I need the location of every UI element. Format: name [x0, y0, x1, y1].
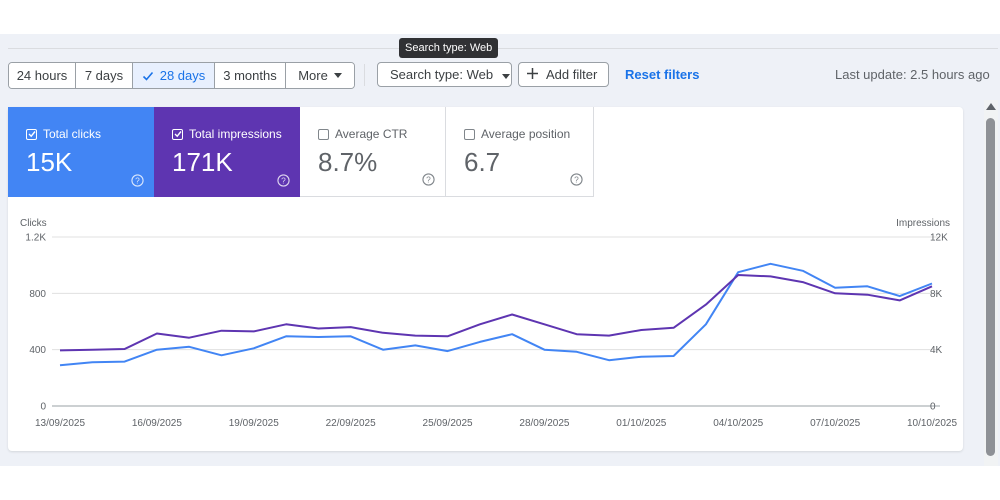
- y-axis-right-title: Impressions: [896, 218, 950, 229]
- metric-label: Total clicks: [43, 127, 102, 141]
- metric-total-clicks[interactable]: Total clicks 15K ?: [8, 107, 154, 197]
- help-icon[interactable]: ?: [131, 174, 144, 187]
- x-tick: 10/10/2025: [907, 418, 957, 429]
- x-tick: 13/09/2025: [35, 418, 85, 429]
- svg-text:?: ?: [281, 176, 286, 186]
- svg-text:?: ?: [426, 175, 431, 185]
- range-28-days-button[interactable]: 28 days: [133, 63, 215, 88]
- series-line-clicks: [59, 262, 933, 367]
- y-axis-left-title: Clicks: [20, 218, 47, 229]
- add-filter-button[interactable]: Add filter: [518, 62, 609, 87]
- y-tick-left: 0: [40, 402, 46, 413]
- metric-total-impressions[interactable]: Total impressions 171K ?: [154, 107, 300, 197]
- search-type-tooltip: Search type: Web: [399, 38, 499, 58]
- y-tick-right: 8K: [930, 289, 943, 300]
- range-more-button[interactable]: More: [286, 63, 354, 88]
- checkbox-unchecked-icon: [318, 128, 329, 140]
- y-tick-left: 800: [29, 289, 46, 300]
- help-icon[interactable]: ?: [570, 173, 583, 186]
- x-tick: 19/09/2025: [229, 418, 279, 429]
- range-7-days-button[interactable]: 7 days: [76, 63, 133, 88]
- range-label: 24 hours: [16, 68, 68, 83]
- last-update-text: Last update: 2.5 hours ago: [835, 67, 990, 82]
- toolbar-separator: [364, 64, 365, 86]
- x-tick: 16/09/2025: [132, 418, 182, 429]
- performance-chart: Clicks Impressions 0 0 400 4K 800 8K 1.2K 12K 13/0…: [20, 218, 957, 429]
- svg-text:?: ?: [135, 176, 140, 186]
- metric-value: 15K: [26, 147, 73, 177]
- metric-label: Average position: [481, 127, 571, 141]
- y-tick-right: 12K: [930, 233, 948, 244]
- metric-value: 171K: [172, 147, 233, 177]
- caret-down-icon: [333, 73, 342, 78]
- metric-value: 8.7%: [318, 147, 378, 177]
- checkbox-unchecked-icon: [464, 128, 475, 140]
- x-tick: 22/09/2025: [326, 418, 376, 429]
- metric-average-ctr[interactable]: Average CTR 8.7% ?: [300, 107, 446, 197]
- range-label: 3 months: [223, 68, 277, 83]
- checkbox-checked-icon: [172, 128, 183, 140]
- date-range-selector: 24 hours 7 days 28 days 3 months More: [8, 62, 355, 89]
- metric-label: Total impressions: [189, 127, 282, 141]
- y-tick-left: 400: [29, 345, 46, 356]
- range-label: More: [298, 68, 328, 83]
- range-label: 7 days: [84, 68, 124, 83]
- help-icon[interactable]: ?: [277, 174, 290, 187]
- x-tick: 25/09/2025: [423, 418, 473, 429]
- series-line-impressions: [59, 274, 933, 352]
- metric-value: 6.7: [464, 147, 501, 177]
- x-tick: 04/10/2025: [713, 418, 763, 429]
- search-type-dropdown[interactable]: Search type: Web: [377, 62, 512, 87]
- metric-average-position[interactable]: Average position 6.7 ?: [446, 107, 594, 197]
- plus-icon: [527, 67, 538, 82]
- y-tick-left: 1.2K: [25, 233, 46, 244]
- scroll-up-arrow-icon[interactable]: [986, 103, 996, 110]
- checkbox-checked-icon: [26, 128, 37, 140]
- add-filter-label: Add filter: [546, 67, 598, 82]
- check-icon: [142, 70, 154, 82]
- range-3-months-button[interactable]: 3 months: [215, 63, 286, 88]
- x-tick: 01/10/2025: [616, 418, 666, 429]
- range-24-hours-button[interactable]: 24 hours: [9, 63, 76, 88]
- scrollbar-thumb[interactable]: [986, 118, 995, 456]
- metric-label: Average CTR: [335, 127, 408, 141]
- y-tick-right: 4K: [930, 345, 943, 356]
- svg-text:?: ?: [574, 175, 579, 185]
- range-label: 28 days: [159, 68, 206, 83]
- reset-filters-link[interactable]: Reset filters: [625, 67, 700, 82]
- x-tick: 28/09/2025: [519, 418, 569, 429]
- x-tick: 07/10/2025: [810, 418, 860, 429]
- caret-down-icon: [502, 67, 511, 82]
- header-divider: [8, 48, 998, 49]
- y-tick-right: 0: [930, 402, 936, 413]
- help-icon[interactable]: ?: [422, 173, 435, 186]
- search-type-label: Search type: Web: [390, 67, 494, 82]
